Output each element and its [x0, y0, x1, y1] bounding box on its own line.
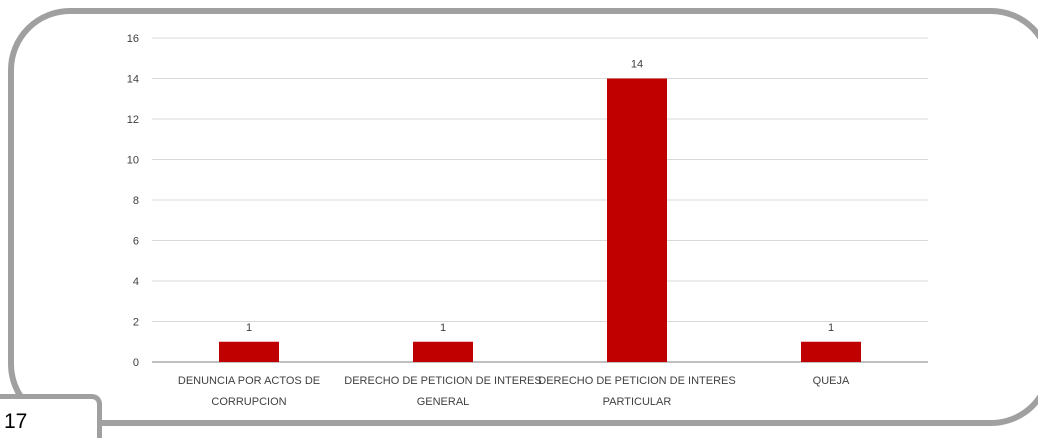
bars — [219, 78, 861, 363]
y-tick-label: 8 — [133, 195, 139, 207]
bar[interactable] — [413, 341, 473, 362]
category-label: QUEJA — [813, 375, 850, 387]
y-tick-label: 12 — [127, 114, 139, 126]
y-tick-label: 10 — [127, 155, 139, 167]
gridlines — [152, 37, 928, 363]
page-number-tab — [0, 394, 102, 438]
y-tick-label: 2 — [133, 317, 139, 329]
y-tick-label: 14 — [127, 74, 139, 86]
data-labels: 1 1 14 1 — [246, 59, 834, 334]
y-tick-label: 16 — [127, 33, 139, 45]
y-tick-label: 6 — [133, 236, 139, 248]
category-label: DERECHO DE PETICION DE INTERES — [538, 375, 735, 387]
y-tick-label: 4 — [133, 276, 139, 288]
bar[interactable] — [219, 341, 279, 362]
data-label: 1 — [246, 322, 252, 334]
page-number: 17 — [4, 410, 28, 433]
slide-frame — [8, 8, 1038, 426]
data-label: 1 — [828, 322, 834, 334]
data-label: 1 — [440, 322, 446, 334]
category-label: PARTICULAR — [603, 396, 672, 408]
category-label: CORRUPCION — [211, 396, 286, 408]
category-label: DENUNCIA POR ACTOS DE — [178, 375, 320, 387]
bar[interactable] — [801, 341, 861, 362]
data-label: 14 — [631, 59, 643, 71]
bar[interactable] — [607, 78, 667, 363]
category-label: GENERAL — [417, 396, 470, 408]
category-labels: DENUNCIA POR ACTOS DE CORRUPCION DERECHO D… — [178, 375, 850, 408]
category-label: DERECHO DE PETICION DE INTERES — [344, 375, 541, 387]
y-tick-label: 0 — [133, 357, 139, 369]
y-axis-ticks: 0 2 4 6 8 10 12 14 16 — [127, 33, 139, 369]
